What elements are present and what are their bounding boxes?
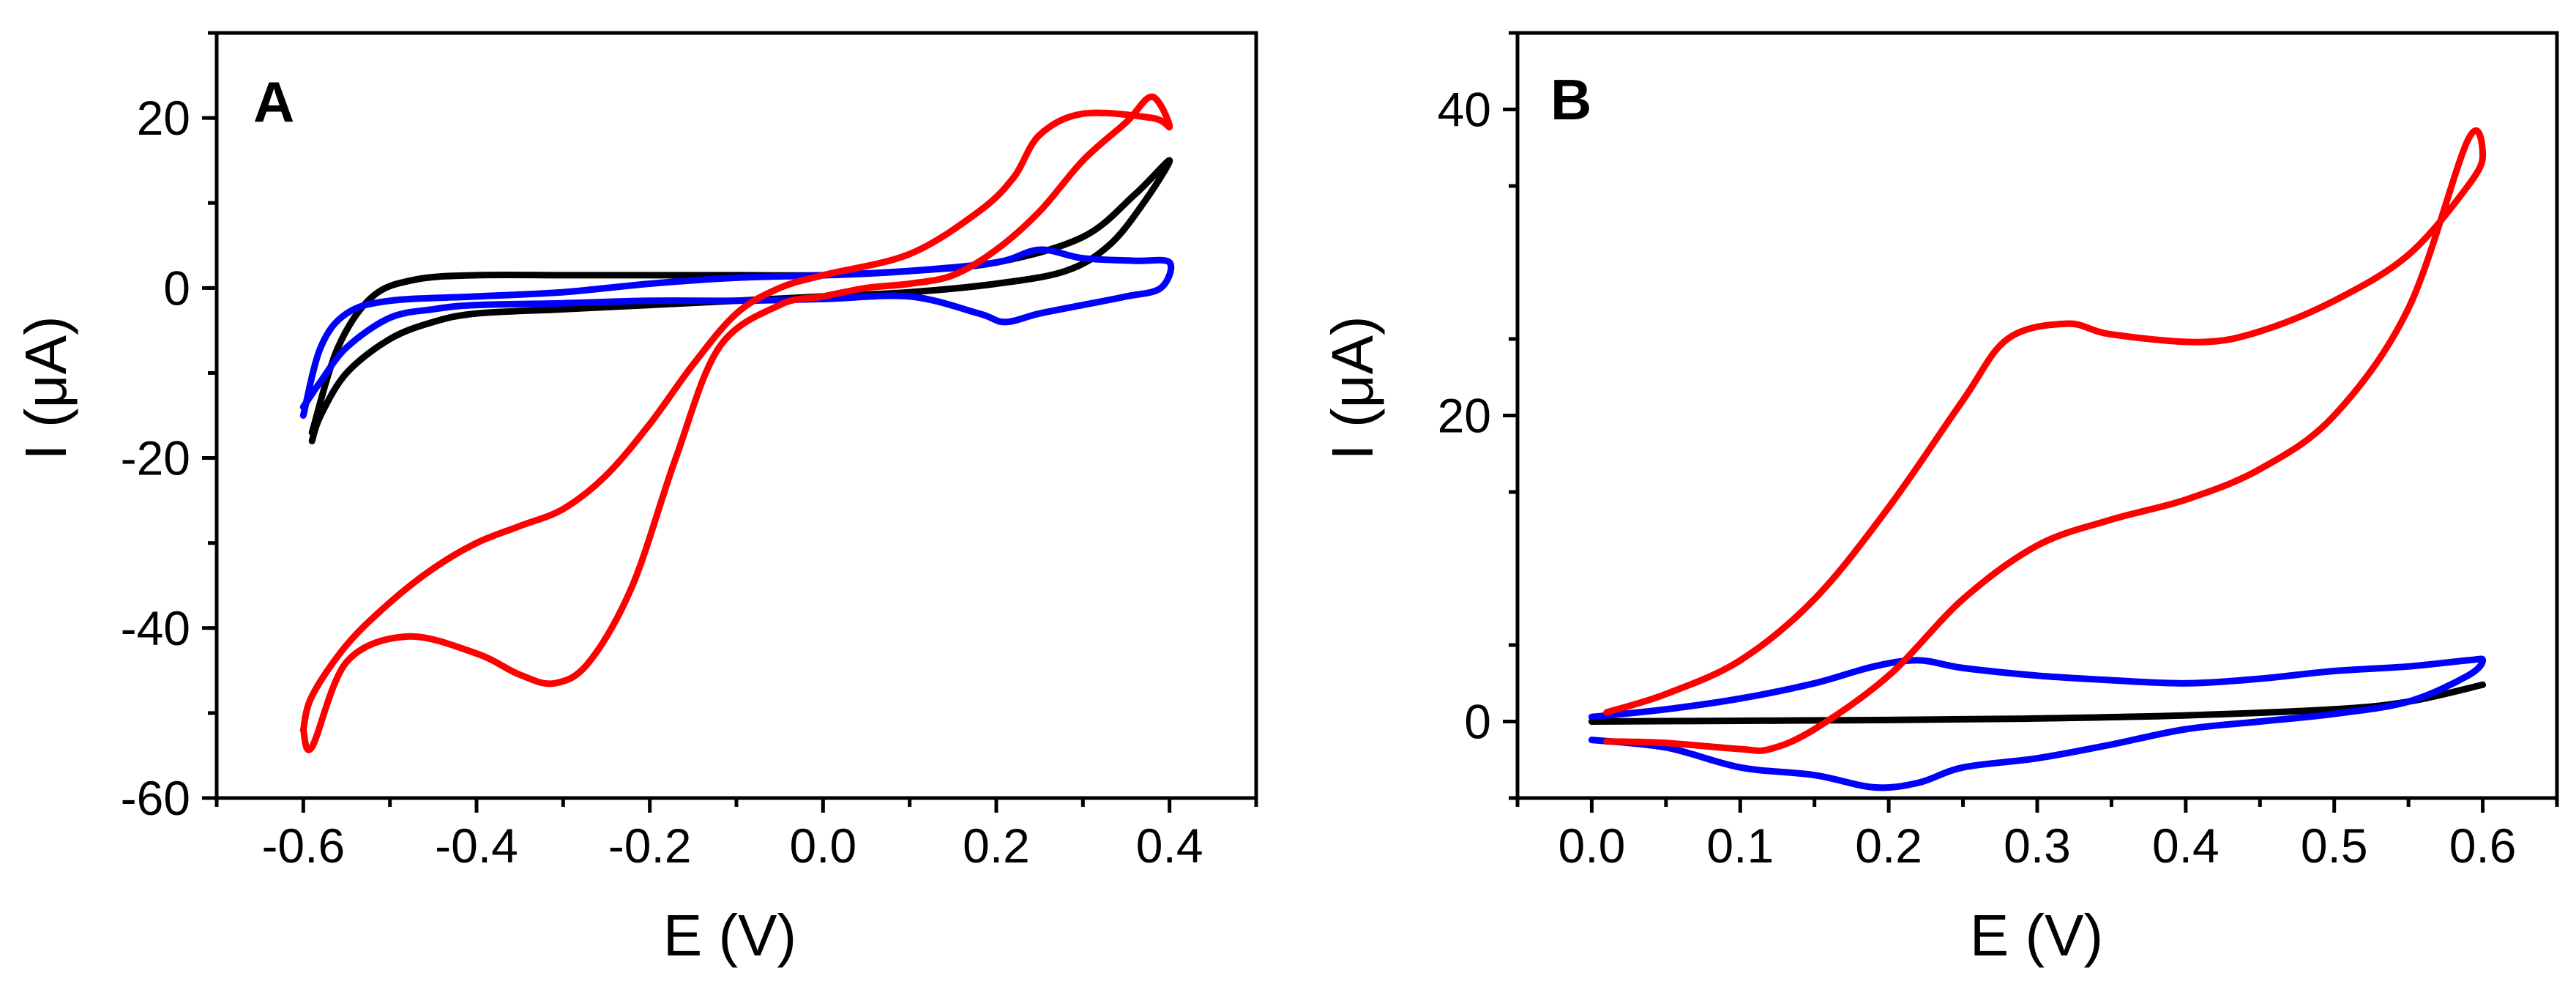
panel-a-y-tick-label: 20 <box>137 91 190 145</box>
panel-a-x-tick-label: 0.4 <box>1136 819 1203 873</box>
panel-a-x-axis-title: E (V) <box>663 903 796 968</box>
panel-b-x-tick-label: 0.4 <box>2152 819 2220 873</box>
panel-b-plot-frame <box>1515 31 2559 800</box>
panel-a-series-red-curve <box>299 93 1173 753</box>
panel-a-label: A <box>253 70 294 134</box>
panel-b-x-tick-label: 0.0 <box>1558 819 1626 873</box>
panel-a-series-blue-curve <box>299 246 1175 419</box>
panel-a-y-tick-label: -20 <box>121 431 190 485</box>
panel-b-y-axis-title: I (μA) <box>1320 316 1385 460</box>
panel-a-y-tick-label: -60 <box>121 771 190 825</box>
panel-a-y-tick-label: -40 <box>121 601 190 655</box>
panel-b-x-tick-label: 0.2 <box>1855 819 1922 873</box>
panel-b-series-red-curve <box>1603 127 2487 754</box>
panel-b-x-tick-label: 0.3 <box>2004 819 2071 873</box>
panel-a-y-axis-title: I (μA) <box>13 316 78 460</box>
panel-a-y-tick-label: 0 <box>163 261 190 315</box>
panel-a-x-tick-label: 0.0 <box>789 819 856 873</box>
panel-b-y-tick-label: 0 <box>1464 695 1491 749</box>
panel-a-x-tick-label: 0.2 <box>963 819 1030 873</box>
panel-b-y-tick-label: 40 <box>1438 83 1491 137</box>
panel-b-label: B <box>1550 67 1591 132</box>
panel-a-x-tick-label: -0.2 <box>608 819 692 873</box>
panel-b-x-tick-label: 0.1 <box>1706 819 1774 873</box>
panel-a-chart: A E (V) I (μA) -0.6 -0.4 -0.2 0.0 0.2 0.4 -60 -… <box>13 31 1258 968</box>
panel-b-x-axis-title: E (V) <box>1970 903 2103 968</box>
panel-a-x-tick-label: -0.6 <box>261 819 345 873</box>
panel-a-x-tick-label: -0.4 <box>435 819 518 873</box>
panel-b-x-tick-label: 0.5 <box>2301 819 2368 873</box>
panel-b-chart: B E (V) I (μA) 0.0 0.1 0.2 0.3 0.4 0.5 0.6 0 20 4… <box>1320 31 2559 968</box>
panel-b-y-tick-label: 20 <box>1438 389 1491 443</box>
panel-a-series-black-curve <box>308 157 1173 444</box>
panel-b-x-tick-label: 0.6 <box>2449 819 2517 873</box>
